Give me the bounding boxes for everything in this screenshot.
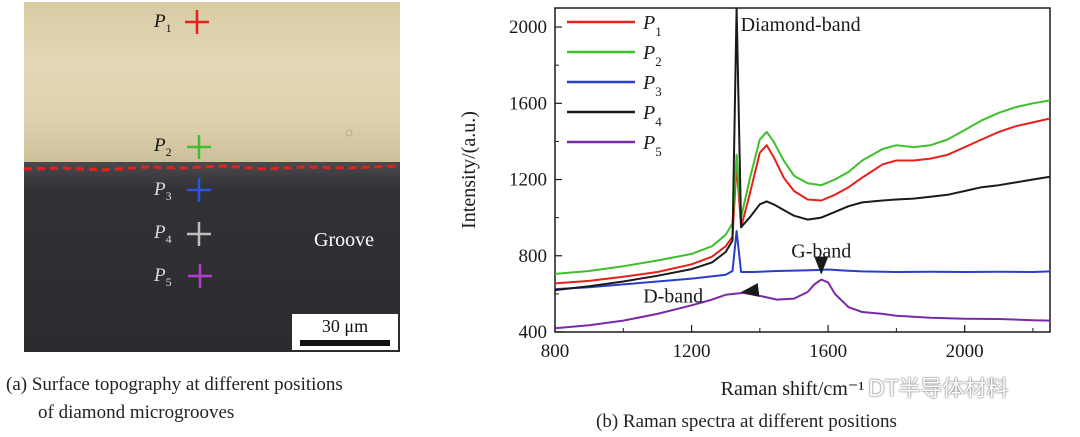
caption-a-line1: (a) Surface topography at different posi… [6, 374, 343, 395]
y-axis-label: Intensity/(a.u.) [458, 111, 480, 229]
x-tick-label: 1200 [673, 341, 711, 362]
y-tick-label: 800 [519, 246, 548, 267]
cross-p3-icon [187, 178, 211, 202]
series-line-p4 [555, 8, 1050, 292]
cross-p5-icon [188, 264, 212, 288]
legend-label-p1: P1 [642, 12, 662, 39]
series-line-p2 [555, 99, 1050, 275]
x-tick-label: 2000 [946, 341, 984, 362]
watermark-text: DT半导体材料 [868, 377, 1009, 402]
annotation-diamond-band: Diamond-band [741, 14, 861, 36]
annotation-g-band: G-band [791, 241, 851, 263]
series-line-p3 [555, 230, 1050, 291]
scale-bar: 30 μm [292, 314, 398, 350]
series-line-p1 [555, 117, 1050, 285]
legend-label-p2: P2 [642, 42, 662, 69]
surface-speck [345, 129, 353, 137]
label-p4: P4 [154, 222, 172, 246]
cross-p2-icon [187, 135, 211, 159]
annotation-d-band: D-band [643, 286, 703, 308]
x-tick-label: 800 [541, 341, 570, 362]
micrograph-overlay [24, 10, 400, 288]
y-tick-label: 2000 [509, 17, 547, 38]
caption-a-line2: of diamond microgrooves [38, 402, 235, 423]
y-tick-label: 1200 [509, 170, 547, 191]
cross-p4-icon [187, 222, 211, 246]
caption-b: (b) Raman spectra at different positions [596, 411, 897, 432]
legend-label-p5: P5 [642, 132, 662, 159]
interface-dashed-line [24, 164, 400, 172]
cross-p1-icon [185, 10, 209, 34]
diamond-surface-region [24, 2, 400, 170]
scale-bar-line [300, 340, 390, 346]
label-p2: P2 [154, 135, 172, 159]
label-p3: P3 [154, 179, 172, 203]
groove-label: Groove [314, 229, 374, 251]
annotation-d-band-arrow [740, 283, 760, 298]
series-line-p5 [555, 278, 1050, 330]
scale-bar-text: 30 μm [321, 316, 369, 336]
y-tick-label: 1600 [509, 93, 547, 114]
x-tick-label: 1600 [809, 341, 847, 362]
x-axis-label: Raman shift/cm⁻¹ [721, 378, 865, 400]
legend-label-p3: P3 [642, 72, 662, 99]
surface-micrograph: P1 P2 P3 P4 P5 Groove 30 μm [24, 2, 400, 352]
legend-label-p4: P4 [642, 102, 662, 129]
y-tick-label: 400 [519, 322, 548, 343]
plot-frame [554, 7, 1051, 333]
label-p1: P1 [154, 11, 172, 35]
label-p5: P5 [154, 265, 172, 289]
